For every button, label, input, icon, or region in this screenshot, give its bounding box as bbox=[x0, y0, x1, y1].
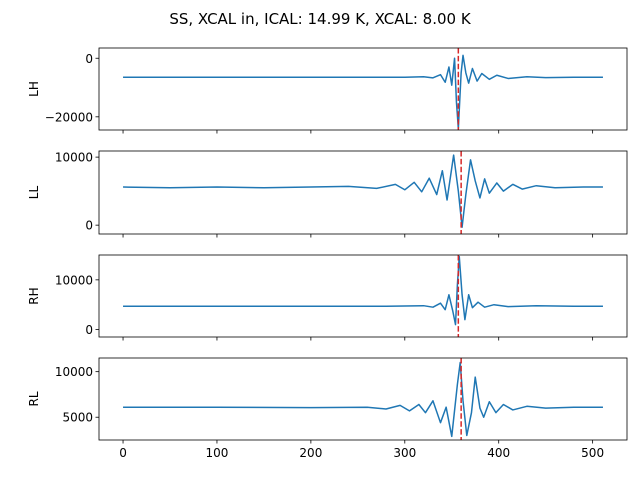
subplot-rl: 0 100 200 300 400 500 5000 10000 RL bbox=[27, 357, 628, 460]
x-tick-label: 200 bbox=[299, 446, 322, 460]
y-axis-label: LL bbox=[27, 186, 41, 200]
subplot-ll: 0 10000 LL bbox=[27, 150, 628, 238]
series-line-ll bbox=[123, 154, 603, 228]
subplots: −20000 0 LH 0 10000 LL 0 10000 RH 0 100 200 300 400 50… bbox=[27, 47, 628, 460]
x-tick-label: 500 bbox=[581, 446, 604, 460]
y-axis-label: LH bbox=[27, 81, 41, 97]
y-tick-label: 10000 bbox=[55, 273, 93, 287]
series-line-lh bbox=[123, 54, 603, 130]
x-tick-label: 400 bbox=[487, 446, 510, 460]
subplot-rh: 0 10000 RH bbox=[27, 254, 628, 341]
axes-frame bbox=[98, 357, 628, 441]
y-axis-label: RL bbox=[27, 391, 41, 406]
y-tick-label: 0 bbox=[85, 52, 93, 66]
x-tick-label: 0 bbox=[119, 446, 127, 460]
y-tick-label: 0 bbox=[85, 323, 93, 337]
figure-title: SS, XCAL in, ICAL: 14.99 K, XCAL: 8.00 K bbox=[169, 10, 472, 28]
x-tick-label: 300 bbox=[393, 446, 416, 460]
y-tick-label: 5000 bbox=[62, 411, 93, 425]
axes-frame bbox=[98, 254, 628, 338]
x-tick-label: 100 bbox=[206, 446, 229, 460]
y-tick-label: 0 bbox=[85, 219, 93, 233]
y-tick-label: 10000 bbox=[55, 151, 93, 165]
y-tick-label: −20000 bbox=[45, 110, 93, 124]
y-tick-label: 10000 bbox=[55, 365, 93, 379]
axes-frame bbox=[98, 150, 628, 235]
y-axis-label: RH bbox=[27, 287, 41, 304]
series-line-rh bbox=[123, 255, 603, 326]
axes-frame bbox=[98, 47, 628, 131]
subplot-lh: −20000 0 LH bbox=[27, 47, 628, 134]
series-line-rl bbox=[123, 361, 603, 438]
